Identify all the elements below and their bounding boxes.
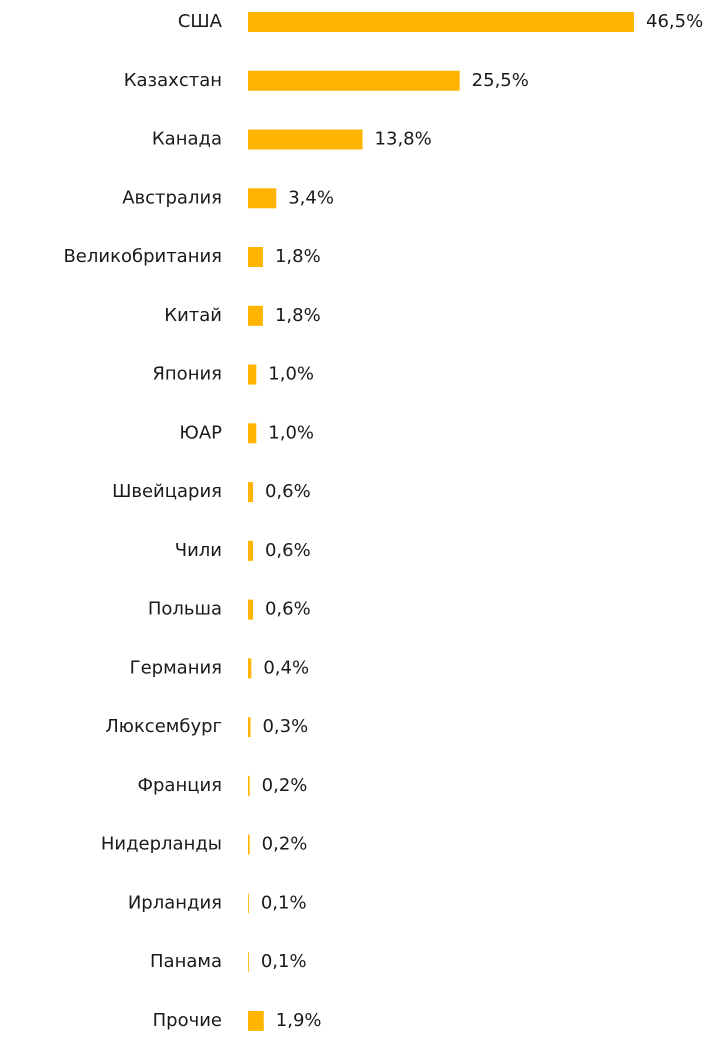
value-label: 25,5% (472, 70, 529, 91)
value-label: 1,8% (275, 305, 321, 326)
category-label: Чили (175, 540, 222, 561)
category-label: Германия (130, 657, 222, 678)
category-label: Прочие (153, 1010, 222, 1031)
bar (248, 952, 249, 973)
value-label: 0,3% (262, 716, 308, 737)
value-label: 1,8% (275, 246, 321, 267)
bar (248, 1010, 264, 1031)
bar (248, 482, 253, 503)
category-label: США (178, 11, 223, 32)
value-label: 0,6% (265, 599, 311, 620)
bar (248, 658, 252, 679)
category-label: Нидерланды (101, 834, 222, 855)
category-label: Швейцария (112, 481, 222, 502)
value-label: 0,2% (262, 775, 308, 796)
category-label: Люксембург (105, 716, 222, 737)
category-label: Франция (138, 775, 223, 796)
value-label: 3,4% (288, 187, 334, 208)
bar (248, 599, 253, 620)
category-label: Великобритания (63, 246, 222, 267)
bar (248, 305, 263, 326)
value-label: 0,2% (262, 834, 308, 855)
category-label: Япония (152, 364, 222, 385)
category-label: Ирландия (128, 892, 222, 913)
value-label: 0,1% (261, 892, 307, 913)
value-label: 0,1% (261, 951, 307, 972)
bar (248, 364, 257, 385)
value-label: 13,8% (375, 129, 432, 150)
value-label: 0,6% (265, 540, 311, 561)
category-label: Канада (152, 129, 222, 150)
value-label: 46,5% (646, 11, 703, 32)
bar (248, 717, 251, 738)
bar (248, 775, 250, 796)
value-label: 0,6% (265, 481, 311, 502)
bar (248, 893, 249, 914)
bar (248, 70, 460, 91)
bar (248, 834, 250, 855)
category-label: Казахстан (124, 70, 222, 91)
bar (248, 188, 277, 209)
bar (248, 423, 257, 444)
value-label: 1,0% (268, 364, 314, 385)
value-label: 1,9% (276, 1010, 322, 1031)
bar (248, 247, 263, 268)
bar (248, 129, 363, 150)
category-label: Панама (150, 951, 222, 972)
value-label: 1,0% (268, 422, 314, 443)
category-label: Австралия (122, 187, 222, 208)
bar (248, 12, 634, 32)
bar (248, 540, 253, 561)
category-label: Китай (164, 305, 222, 326)
category-label: Польша (148, 599, 222, 620)
category-label: ЮАР (179, 422, 222, 443)
value-label: 0,4% (263, 657, 309, 678)
